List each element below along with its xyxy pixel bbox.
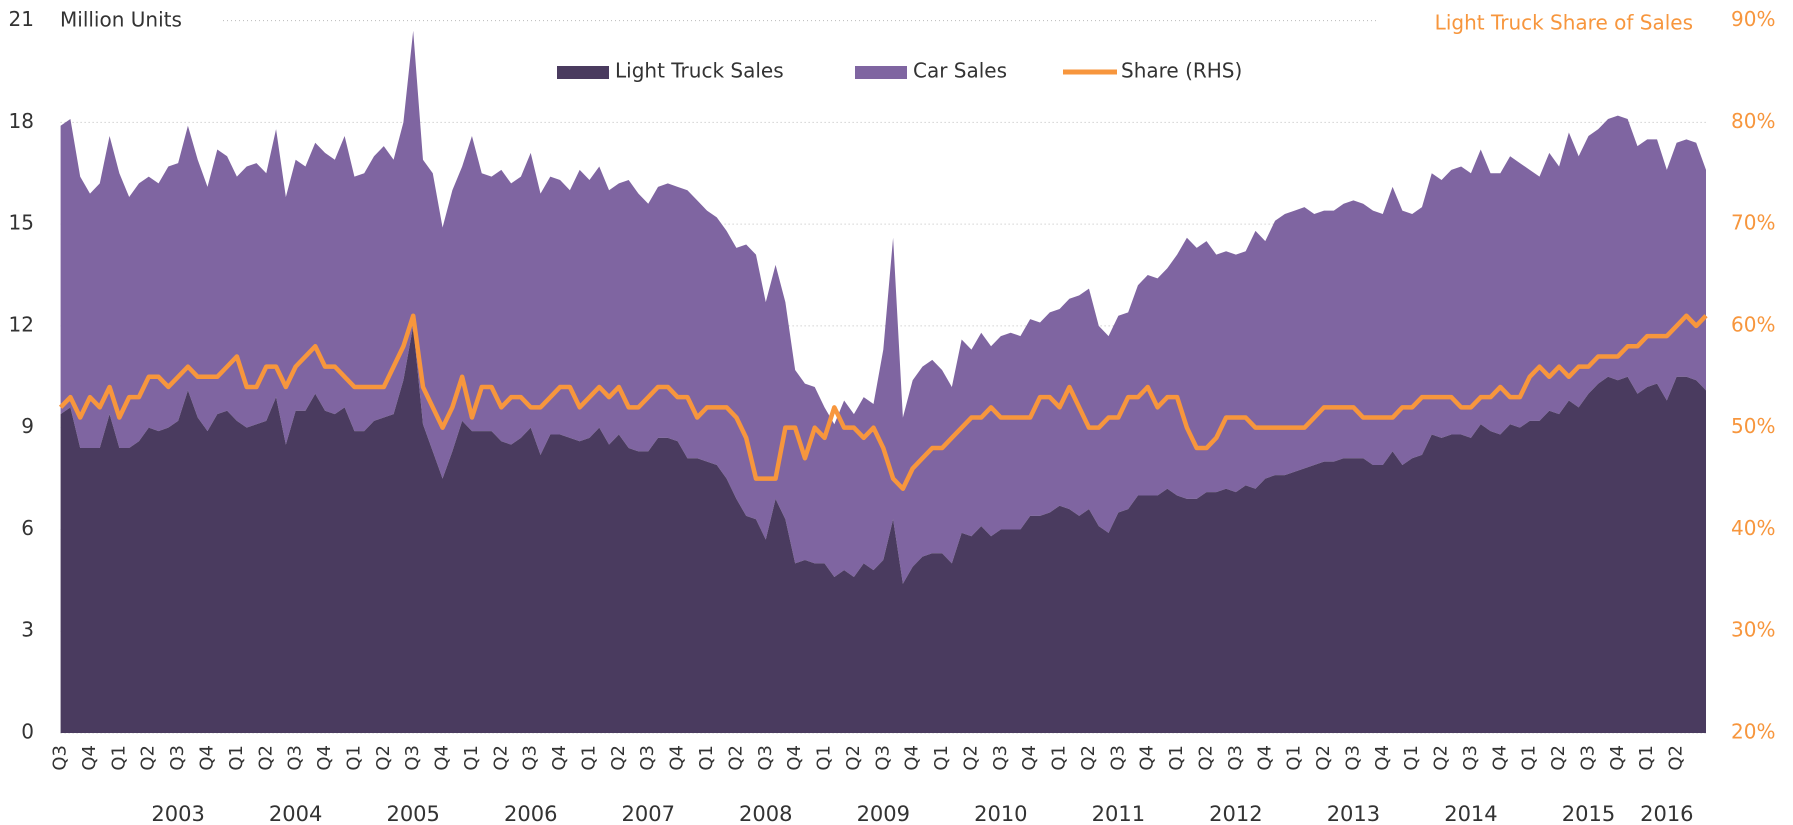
x-tick-label: Q1 <box>1049 745 1070 771</box>
y-tick-label: 9 <box>21 414 34 438</box>
x-tick-label: Q3 <box>990 745 1011 771</box>
y2-tick-label: 90% <box>1731 7 1775 31</box>
year-label: 2003 <box>151 802 204 825</box>
x-tick-label: Q4 <box>549 745 570 771</box>
year-label: 2008 <box>739 802 792 825</box>
x-tick-label: Q3 <box>1460 745 1481 771</box>
x-tick-label: Q4 <box>432 745 453 771</box>
x-tick-label: Q2 <box>138 745 159 771</box>
y-tick-label: 6 <box>21 516 34 540</box>
x-tick-label: Q4 <box>1607 745 1628 771</box>
legend-swatch <box>855 66 907 79</box>
x-tick-label: Q3 <box>1225 745 1246 771</box>
y-tick-label: 3 <box>21 618 34 642</box>
y-tick-label: 15 <box>9 211 34 235</box>
x-tick-label: Q2 <box>1196 745 1217 771</box>
y-tick-label: 18 <box>9 109 34 133</box>
year-label: 2010 <box>974 802 1027 825</box>
x-tick-label: Q2 <box>255 745 276 771</box>
line <box>58 313 1708 491</box>
x-tick-label: Q4 <box>902 745 923 771</box>
x-tick-label: Q1 <box>343 745 364 771</box>
year-label: 2011 <box>1092 802 1145 825</box>
x-tick-label: Q4 <box>1019 745 1040 771</box>
y-tick-label: 0 <box>21 720 34 744</box>
x-tick-label: Q4 <box>1372 745 1393 771</box>
x-tick-label: Q3 <box>50 745 71 771</box>
x-tick-label: Q3 <box>1107 745 1128 771</box>
x-tick-label: Q3 <box>1577 745 1598 771</box>
x-tick-label: Q3 <box>755 745 776 771</box>
x-tick-label: Q1 <box>108 745 129 771</box>
x-tick-label: Q3 <box>402 745 423 771</box>
x-tick-label: Q3 <box>637 745 658 771</box>
y2-tick-label: 60% <box>1731 312 1775 336</box>
x-tick-label: Q1 <box>814 745 835 771</box>
x-tick-label: Q2 <box>843 745 864 771</box>
y2-tick-label: 40% <box>1731 516 1775 540</box>
x-tick-label: Q2 <box>1313 745 1334 771</box>
x-tick-label: Q4 <box>784 745 805 771</box>
y2-tick-label: 30% <box>1731 618 1775 642</box>
x-tick-label: Q4 <box>1137 745 1158 771</box>
legend-label: Car Sales <box>913 59 1007 83</box>
x-tick-label: Q2 <box>725 745 746 771</box>
x-tick-label: Q2 <box>1431 745 1452 771</box>
area <box>60 325 1707 733</box>
x-tick-label: Q2 <box>490 745 511 771</box>
x-tick-label: Q1 <box>1519 745 1540 771</box>
y2-tick-label: 70% <box>1731 211 1775 235</box>
y-tick-label: 12 <box>9 312 34 336</box>
x-tick-label: Q1 <box>578 745 599 771</box>
x-tick-label: Q4 <box>79 745 100 771</box>
x-tick-label: Q3 <box>872 745 893 771</box>
x-tick-label: Q3 <box>285 745 306 771</box>
legend-swatch <box>557 66 609 79</box>
y2-tick-label: 80% <box>1731 109 1775 133</box>
year-label: 2004 <box>269 802 322 825</box>
x-tick-label: Q1 <box>461 745 482 771</box>
x-tick-label: Q2 <box>1078 745 1099 771</box>
year-label: 2007 <box>622 802 675 825</box>
x-tick-label: Q4 <box>1254 745 1275 771</box>
x-tick-label: Q2 <box>608 745 629 771</box>
x-tick-label: Q4 <box>1489 745 1510 771</box>
area <box>60 30 1707 584</box>
year-label: 2009 <box>857 802 910 825</box>
x-tick-label: Q1 <box>1401 745 1422 771</box>
x-tick-label: Q2 <box>1548 745 1569 771</box>
year-label: 2014 <box>1444 802 1497 825</box>
x-tick-label: Q1 <box>696 745 717 771</box>
legend-label: Light Truck Sales <box>615 59 784 83</box>
x-tick-label: Q4 <box>197 745 218 771</box>
x-tick-label: Q1 <box>1284 745 1305 771</box>
x-tick-label: Q2 <box>1666 745 1687 771</box>
x-tick-label: Q3 <box>520 745 541 771</box>
y2-axis-title: Light Truck Share of Sales <box>1435 11 1693 35</box>
x-tick-label: Q2 <box>373 745 394 771</box>
year-label: 2005 <box>386 802 439 825</box>
x-tick-label: Q1 <box>1636 745 1657 771</box>
y-axis-title: Million Units <box>60 8 182 32</box>
year-label: 2013 <box>1327 802 1380 825</box>
x-tick-label: Q3 <box>167 745 188 771</box>
year-label: 2012 <box>1209 802 1262 825</box>
x-tick-label: Q4 <box>314 745 335 771</box>
y2-tick-label: 20% <box>1731 720 1775 744</box>
x-tick-label: Q1 <box>226 745 247 771</box>
legend-label: Share (RHS) <box>1121 59 1242 83</box>
year-label: 2015 <box>1562 802 1615 825</box>
year-label: 2016 <box>1640 802 1693 825</box>
x-tick-label: Q3 <box>1342 745 1363 771</box>
year-label: 2006 <box>504 802 557 825</box>
y-tick-label: 21 <box>9 7 34 31</box>
y2-tick-label: 50% <box>1731 414 1775 438</box>
x-tick-label: Q1 <box>1166 745 1187 771</box>
x-tick-label: Q1 <box>931 745 952 771</box>
x-tick-label: Q2 <box>960 745 981 771</box>
x-tick-label: Q4 <box>667 745 688 771</box>
